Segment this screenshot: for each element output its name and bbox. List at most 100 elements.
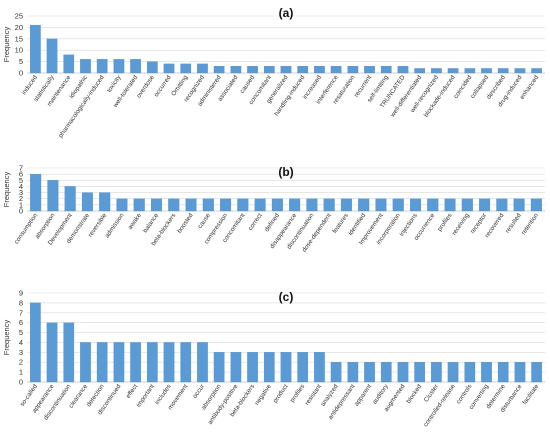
y-axis-label: Frequency [2,172,11,208]
bar [63,54,75,74]
bar [364,362,375,383]
bar [230,352,242,383]
x-tick-label: consumption [13,212,39,246]
bar [180,342,192,383]
bar [314,352,325,383]
bar [364,66,375,74]
bar [397,66,409,74]
bar [297,66,309,74]
bar [30,24,41,74]
bar [289,198,301,212]
y-tick-label: 6 [19,318,23,327]
bar [323,198,335,212]
bar [340,198,352,212]
x-tick-label: effect [125,383,140,400]
x-tick-label: controlled-release [422,383,457,428]
bar [330,362,342,383]
y-tick-label: 0 [19,378,23,387]
y-tick-label: 6 [19,170,23,179]
bar [414,68,426,74]
y-tick-label: 5 [19,176,23,185]
bar [347,362,359,383]
panel-a: 0510152025Frequencyinducedstatisticallym… [2,6,545,139]
x-tick-label: occurred [153,74,173,98]
y-tick-label: 2 [19,194,23,203]
bar [530,198,542,212]
y-tick-label: 3 [19,188,23,197]
bar [444,198,456,212]
bar [380,66,392,74]
bar [481,362,492,383]
x-tick-label: negative [254,383,274,407]
y-tick-label: 3 [19,348,23,357]
bar [280,352,292,383]
bar [47,180,59,212]
x-tick-label: facilitate [521,383,540,406]
panel-title: (c) [279,290,294,304]
bar [116,198,128,212]
bar [514,362,526,383]
bar [380,362,392,383]
panel-title: (b) [278,165,293,179]
bar [237,198,249,212]
bar [263,352,275,383]
y-tick-label: 2 [19,358,23,367]
bar [306,198,318,212]
panel-c: 0123456789Frequencyso-calledappearancedi… [2,289,545,428]
x-tick-label: defined [263,212,281,233]
bar [168,198,180,212]
x-tick-label: cause [197,212,213,230]
bar [464,362,476,383]
bar [133,198,145,212]
x-tick-label: retention [520,212,540,236]
y-tick-label: 4 [19,182,23,191]
x-tick-label: blocked [405,383,423,405]
bar [30,173,42,212]
y-tick-label: 0 [19,207,23,216]
bar [197,342,208,383]
bar [99,192,111,212]
y-tick-label: 20 [15,23,23,32]
bar [447,362,459,383]
y-tick-label: 15 [15,34,23,43]
x-tick-label: apparent [353,383,373,408]
x-tick-label: occur [192,383,207,400]
bar [531,362,542,383]
bar [80,342,91,383]
bar [46,322,58,383]
bar [213,352,225,383]
bar [64,186,76,212]
bar [180,63,192,74]
bar [230,66,242,74]
y-tick-label: 9 [19,289,23,298]
bar [202,198,214,212]
bar [297,352,309,383]
bar [254,198,266,212]
bar [197,63,208,74]
bar [146,342,158,383]
bar [150,198,163,212]
x-tick-label: profiles [289,383,306,404]
bar [431,362,442,383]
bar [514,68,526,74]
bar [81,192,93,212]
bar [358,198,370,212]
bar [46,38,58,74]
x-tick-label: product [272,383,290,404]
bar [163,63,175,74]
bar [113,59,125,74]
bar [481,68,492,74]
y-tick-label: 5 [19,57,23,66]
y-axis-label: Frequency [2,27,11,63]
bar [513,198,525,212]
bar [263,66,275,74]
y-tick-label: 5 [19,328,23,337]
x-tick-label: awake [127,212,143,231]
bar [330,66,342,74]
bar [247,66,258,74]
bar [96,59,108,74]
bar [63,322,75,383]
bar [96,342,108,383]
bar [392,198,404,212]
panel-b: 01234567FrequencyconsumptionabsorptionDe… [2,164,545,253]
